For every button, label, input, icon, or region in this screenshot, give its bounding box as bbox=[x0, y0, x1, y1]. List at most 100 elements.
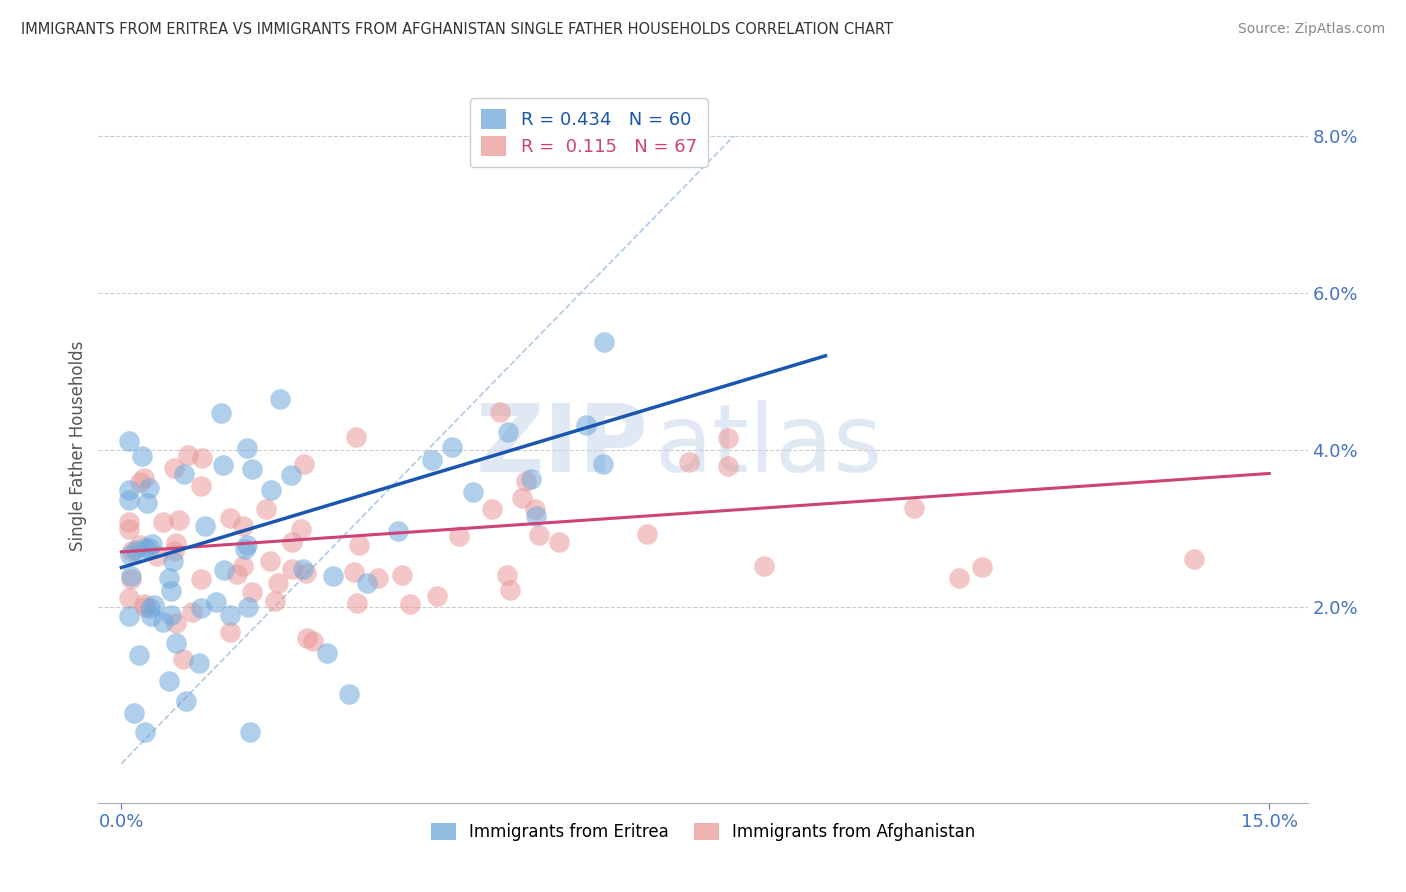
Point bbox=[290, 522, 312, 536]
Point bbox=[204, 595, 226, 609]
Point bbox=[190, 601, 212, 615]
Point bbox=[281, 535, 304, 549]
Point bbox=[593, 334, 616, 349]
Point bbox=[118, 434, 141, 448]
Point bbox=[499, 582, 522, 597]
Point bbox=[136, 496, 159, 510]
Point bbox=[163, 544, 186, 558]
Point bbox=[510, 491, 533, 506]
Point bbox=[295, 566, 318, 581]
Point bbox=[489, 405, 512, 419]
Point bbox=[152, 615, 174, 629]
Point bbox=[173, 467, 195, 482]
Point bbox=[717, 458, 740, 473]
Point bbox=[391, 568, 413, 582]
Point bbox=[188, 656, 211, 670]
Point bbox=[461, 485, 484, 500]
Text: IMMIGRANTS FROM ERITREA VS IMMIGRANTS FROM AFGHANISTAN SINGLE FATHER HOUSEHOLDS : IMMIGRANTS FROM ERITREA VS IMMIGRANTS FR… bbox=[21, 22, 893, 37]
Point bbox=[129, 475, 152, 490]
Point bbox=[481, 502, 503, 516]
Point bbox=[575, 417, 598, 432]
Point bbox=[717, 431, 740, 445]
Point bbox=[316, 647, 339, 661]
Point bbox=[399, 597, 422, 611]
Point bbox=[1182, 552, 1205, 566]
Point bbox=[356, 575, 378, 590]
Point bbox=[194, 519, 217, 533]
Point bbox=[118, 591, 141, 606]
Point bbox=[219, 624, 242, 639]
Point bbox=[131, 449, 153, 463]
Point bbox=[174, 694, 197, 708]
Point bbox=[163, 461, 186, 475]
Point bbox=[366, 571, 388, 585]
Point bbox=[520, 472, 543, 486]
Point bbox=[141, 537, 163, 551]
Point bbox=[548, 535, 571, 549]
Text: atlas: atlas bbox=[655, 400, 883, 492]
Point bbox=[240, 462, 263, 476]
Point bbox=[347, 538, 370, 552]
Point bbox=[212, 563, 235, 577]
Point bbox=[754, 558, 776, 573]
Point bbox=[157, 674, 180, 689]
Point bbox=[236, 600, 259, 615]
Point bbox=[160, 607, 183, 622]
Point bbox=[337, 687, 360, 701]
Point bbox=[177, 449, 200, 463]
Legend: Immigrants from Eritrea, Immigrants from Afghanistan: Immigrants from Eritrea, Immigrants from… bbox=[425, 816, 981, 848]
Point bbox=[167, 513, 190, 527]
Point bbox=[118, 522, 141, 536]
Point bbox=[254, 502, 277, 516]
Point bbox=[264, 593, 287, 607]
Point bbox=[128, 648, 150, 663]
Point bbox=[165, 616, 187, 631]
Point bbox=[441, 441, 464, 455]
Point bbox=[162, 554, 184, 568]
Point bbox=[226, 567, 249, 582]
Point bbox=[118, 609, 141, 624]
Point bbox=[291, 562, 314, 576]
Point bbox=[165, 536, 187, 550]
Point bbox=[118, 483, 141, 497]
Point bbox=[180, 606, 202, 620]
Point bbox=[346, 597, 368, 611]
Point bbox=[426, 590, 449, 604]
Point bbox=[678, 455, 700, 469]
Point bbox=[267, 576, 290, 591]
Point bbox=[344, 430, 367, 444]
Point bbox=[236, 538, 259, 552]
Point bbox=[118, 515, 141, 529]
Text: ZIP: ZIP bbox=[475, 400, 648, 492]
Point bbox=[515, 474, 537, 488]
Point bbox=[132, 597, 155, 611]
Point bbox=[211, 458, 233, 472]
Point bbox=[219, 511, 242, 525]
Point bbox=[259, 553, 281, 567]
Point bbox=[152, 515, 174, 529]
Point bbox=[122, 706, 145, 720]
Point bbox=[233, 542, 256, 557]
Point bbox=[146, 549, 169, 563]
Point bbox=[236, 442, 259, 456]
Y-axis label: Single Father Households: Single Father Households bbox=[69, 341, 87, 551]
Point bbox=[280, 467, 302, 482]
Point bbox=[134, 471, 156, 485]
Point bbox=[239, 725, 262, 739]
Point bbox=[138, 600, 160, 615]
Point bbox=[138, 541, 160, 555]
Point bbox=[970, 559, 993, 574]
Point bbox=[172, 652, 194, 666]
Point bbox=[387, 524, 409, 538]
Point bbox=[129, 538, 152, 552]
Point bbox=[124, 542, 146, 557]
Point bbox=[301, 634, 323, 648]
Point bbox=[496, 425, 519, 439]
Point bbox=[523, 501, 546, 516]
Point bbox=[143, 598, 166, 612]
Point bbox=[138, 481, 160, 495]
Point bbox=[134, 541, 156, 555]
Point bbox=[343, 566, 366, 580]
Point bbox=[232, 558, 254, 573]
Point bbox=[157, 571, 180, 585]
